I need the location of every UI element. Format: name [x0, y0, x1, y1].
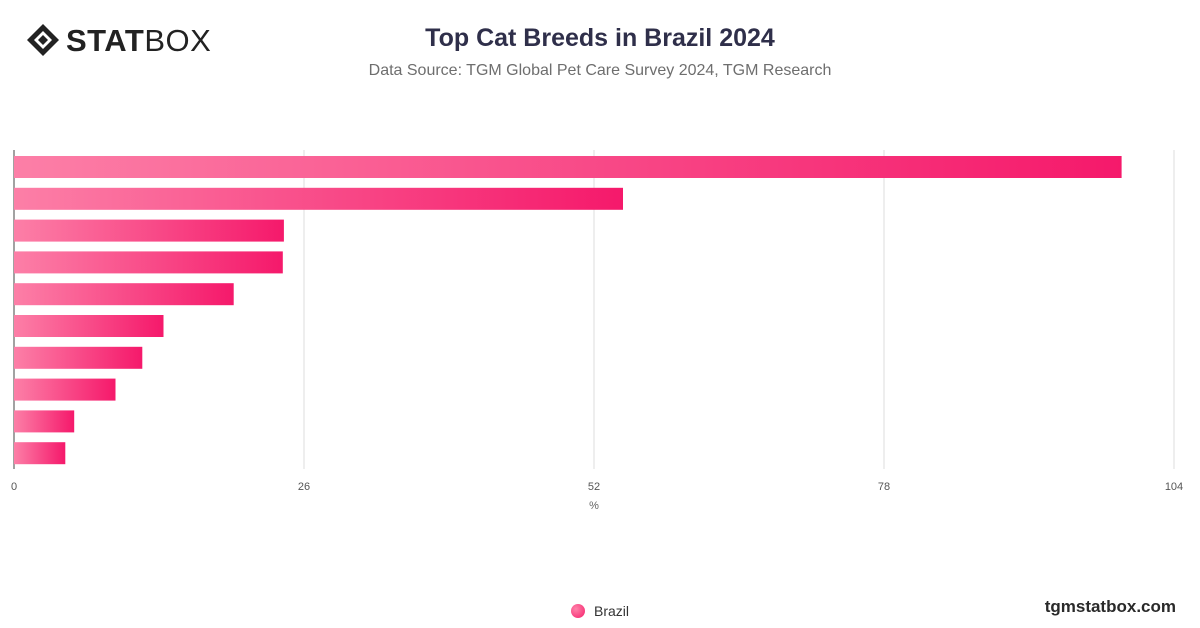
x-axis-ticks: 0 26 52 78 104 [11, 481, 1183, 493]
bar[interactable] [14, 156, 1122, 178]
legend[interactable]: Brazil [571, 603, 629, 619]
chart-title: Top Cat Breeds in Brazil 2024 [425, 24, 775, 52]
bar[interactable] [14, 283, 234, 306]
bar[interactable] [14, 187, 623, 210]
bar[interactable] [14, 346, 143, 369]
bar[interactable] [14, 251, 283, 274]
x-tick-label: 104 [1165, 481, 1183, 493]
logo-text-light: BOX [144, 22, 212, 58]
bar[interactable] [14, 378, 116, 401]
x-axis-label: % [589, 500, 599, 512]
x-tick-label: 78 [878, 481, 890, 493]
chart-subtitle: Data Source: TGM Global Pet Care Survey … [368, 62, 832, 79]
x-tick-label: 0 [11, 481, 17, 493]
x-tick-label: 26 [298, 481, 310, 493]
legend-marker-icon [571, 604, 585, 618]
website-label: tgmstatbox.com [1044, 597, 1176, 616]
statbox-logo: STATBOX [26, 22, 211, 58]
logo-text-bold: STAT [66, 22, 145, 58]
bar[interactable] [14, 410, 75, 433]
bar[interactable] [14, 315, 164, 337]
bar[interactable] [14, 442, 66, 465]
diamond-logo-icon [27, 24, 59, 56]
legend-label: Brazil [594, 603, 630, 619]
bar[interactable] [14, 219, 284, 242]
x-tick-label: 52 [588, 481, 600, 493]
bars [14, 156, 1122, 465]
logo-text: STATBOX [66, 25, 211, 56]
